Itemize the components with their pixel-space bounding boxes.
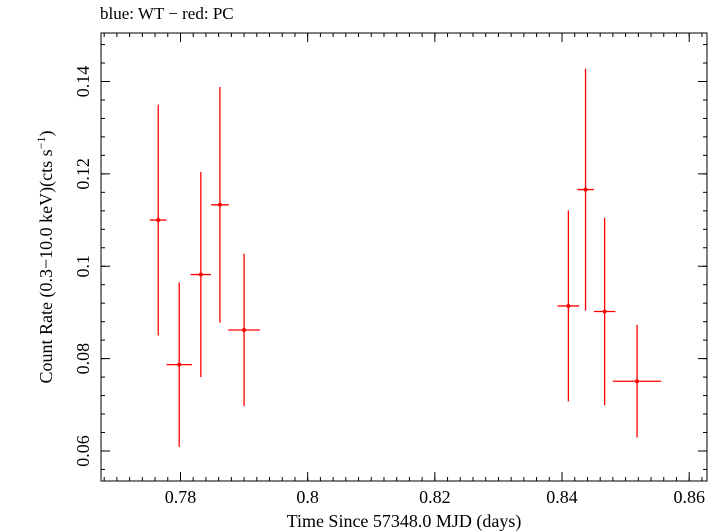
chart-title: blue: WT − red: PC xyxy=(100,4,234,23)
x-tick-label: 0.78 xyxy=(165,487,197,507)
y-tick-label: 0.1 xyxy=(73,255,93,278)
point-marker xyxy=(156,218,161,223)
x-tick-label: 0.84 xyxy=(546,487,578,507)
data-point xyxy=(577,68,594,311)
x-tick-label: 0.8 xyxy=(296,487,319,507)
point-marker xyxy=(242,327,247,332)
plot-frame xyxy=(100,32,708,482)
data-point xyxy=(557,210,580,402)
point-marker xyxy=(177,362,182,367)
y-tick-label: 0.12 xyxy=(73,158,93,190)
data-points xyxy=(149,68,662,447)
x-axis-label: Time Since 57348.0 MJD (days) xyxy=(287,511,522,532)
x-tick-label: 0.86 xyxy=(673,487,705,507)
data-point xyxy=(612,324,662,438)
data-point xyxy=(166,282,192,447)
y-tick-labels: 0.06 0.08 0.1 0.12 0.14 xyxy=(73,66,93,467)
y-axis-label-main: Count Rate (0.3−10.0 keV)(cts s xyxy=(36,149,57,383)
y-tick-label: 0.14 xyxy=(73,66,93,98)
point-marker xyxy=(583,187,588,192)
data-point xyxy=(228,253,260,407)
data-point xyxy=(190,172,212,378)
y-tick-label: 0.06 xyxy=(73,435,93,467)
data-point xyxy=(593,217,616,406)
point-marker xyxy=(198,272,203,277)
point-marker xyxy=(217,202,222,207)
point-marker xyxy=(635,379,640,384)
point-marker xyxy=(566,303,571,308)
data-point xyxy=(149,104,167,336)
y-axis-label: Count Rate (0.3−10.0 keV)(cts s−1) xyxy=(34,131,57,384)
axis-ticks xyxy=(101,33,707,481)
y-axis-label-superscript: −1 xyxy=(34,137,48,150)
y-tick-label: 0.08 xyxy=(73,343,93,375)
y-axis-label-close: ) xyxy=(36,131,57,137)
point-marker xyxy=(602,309,607,314)
x-tick-labels: 0.78 0.8 0.82 0.84 0.86 xyxy=(165,487,705,507)
x-tick-label: 0.82 xyxy=(419,487,451,507)
data-point xyxy=(211,87,229,323)
